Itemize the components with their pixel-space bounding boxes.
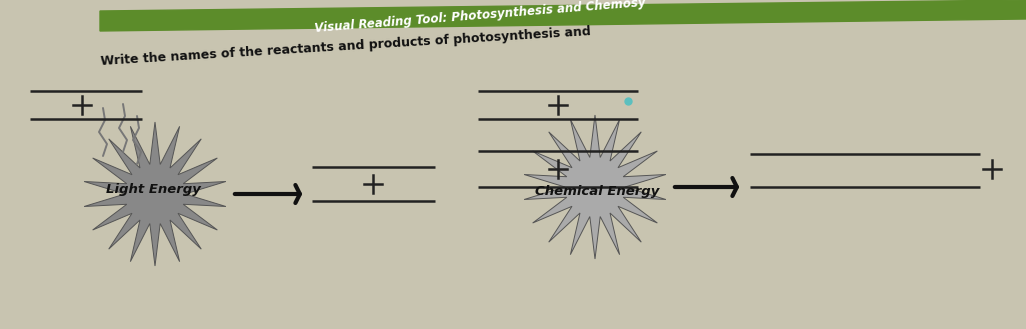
Text: Chemical Energy: Chemical Energy <box>535 186 659 198</box>
Polygon shape <box>524 115 666 259</box>
Text: Write the names of the reactants and products of photosynthesis and: Write the names of the reactants and pro… <box>100 26 591 68</box>
Polygon shape <box>100 0 1026 31</box>
Polygon shape <box>84 122 226 266</box>
Text: Light Energy: Light Energy <box>106 183 200 195</box>
Text: Visual Reading Tool: Photosynthesis and Chemosy: Visual Reading Tool: Photosynthesis and … <box>314 0 646 35</box>
